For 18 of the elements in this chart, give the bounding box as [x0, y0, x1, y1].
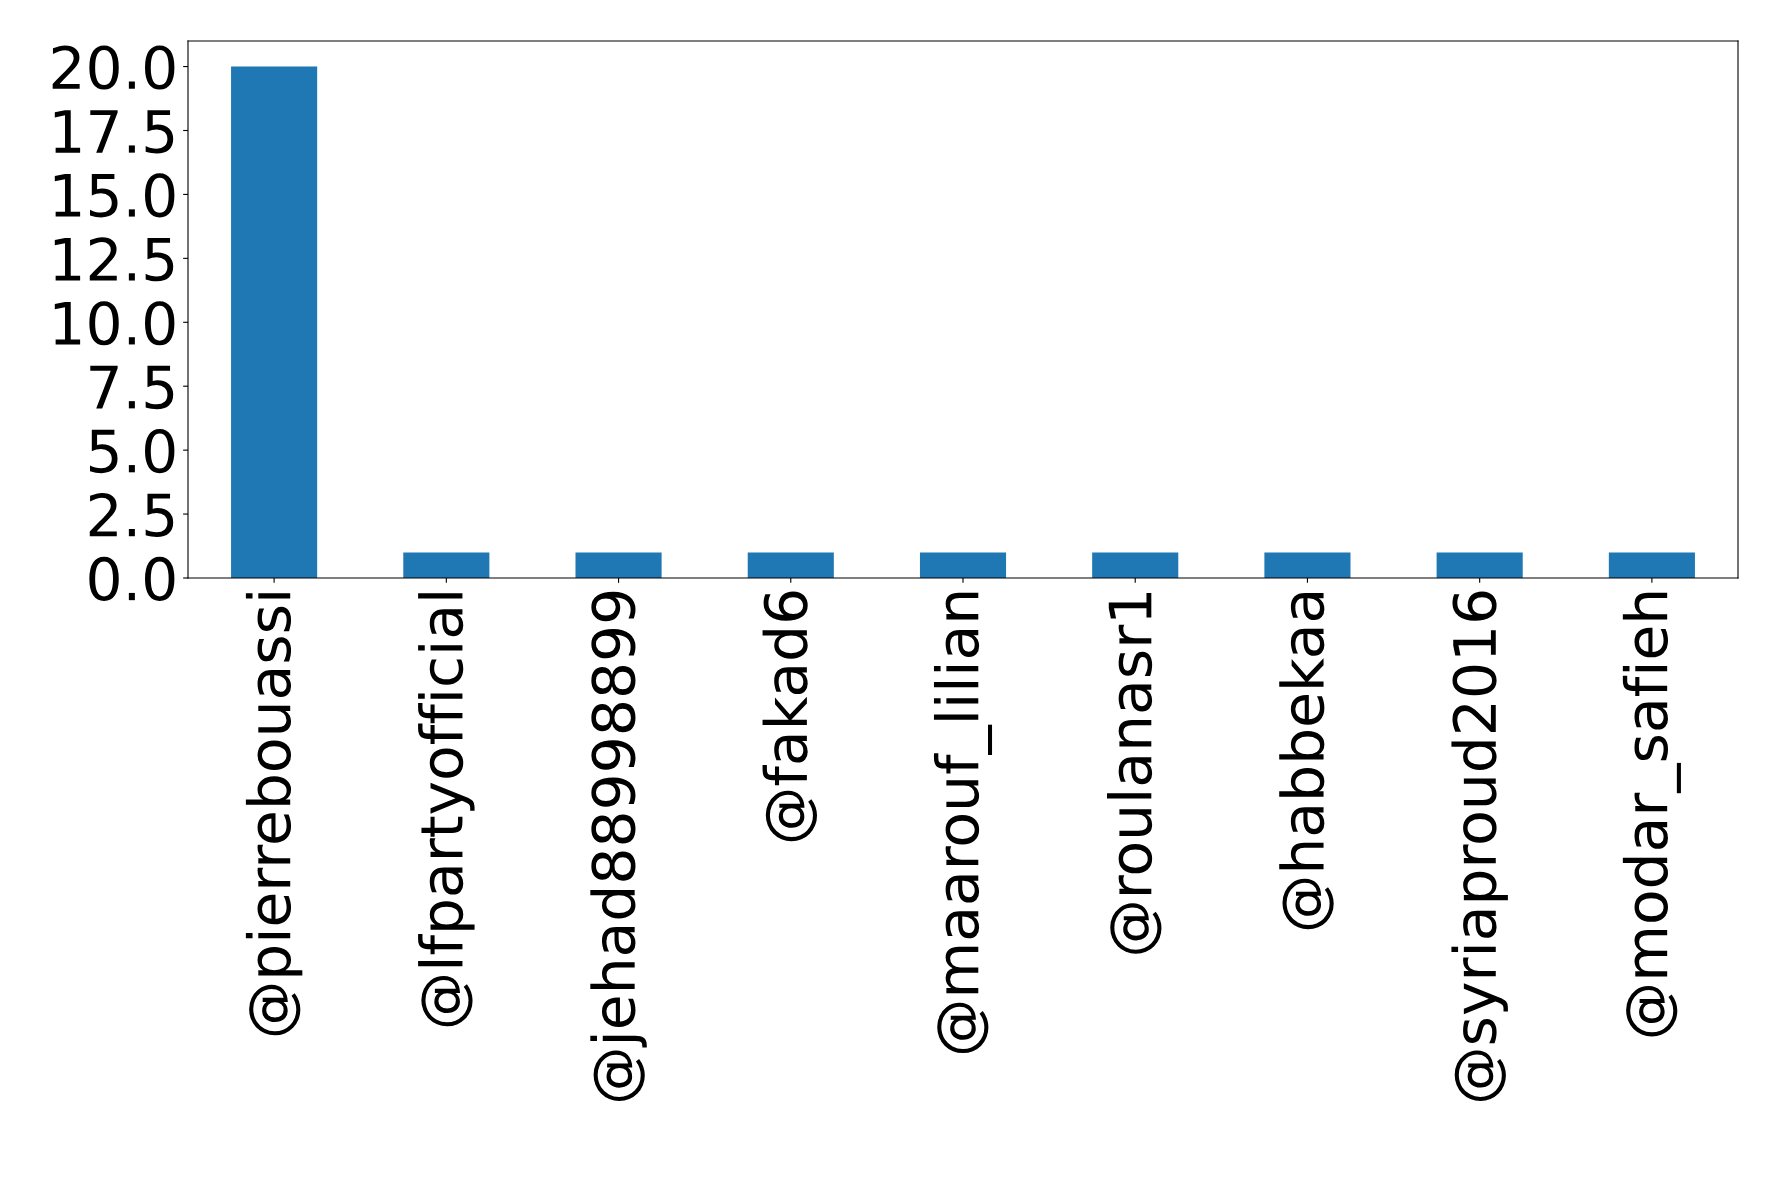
y-tick-label: 12.5	[54, 237, 174, 282]
x-tick-label: @fakad6	[762, 591, 818, 842]
x-tick-label: @modar_safieh	[1622, 592, 1681, 1037]
y-tick-label: 20.0	[52, 45, 175, 90]
y-tick-label: 2.5	[89, 492, 174, 538]
y-tick-label: 7.5	[90, 365, 174, 410]
y-tick-label: 10.0	[54, 301, 175, 346]
y-tick-label: 17.5	[54, 110, 174, 154]
x-tick-label: @lfpartyofficial	[418, 593, 475, 1027]
y-tick-label: 15.0	[54, 173, 175, 218]
x-tick-label: @syriaproud2016	[1451, 591, 1508, 1101]
y-tick-label: 5.0	[90, 429, 175, 474]
x-tick-label: @pierrebouassi	[245, 593, 303, 1036]
y-tick-label: 0.0	[89, 556, 175, 601]
x-tick-label: @habbekaa	[1279, 593, 1334, 930]
x-tick-label: @maarouf_lilian	[933, 592, 993, 1054]
x-tick-label: @jehad88998899	[590, 591, 647, 1101]
x-tick-label: @roulanasr1	[1106, 593, 1162, 954]
